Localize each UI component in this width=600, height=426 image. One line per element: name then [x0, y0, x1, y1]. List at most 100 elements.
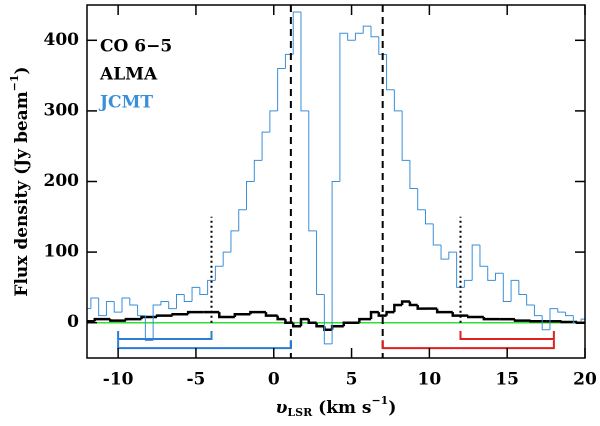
step-segment	[308, 110, 317, 232]
step-segment	[98, 297, 107, 317]
step-segment	[214, 265, 224, 281]
step-segment	[541, 315, 550, 331]
step-segment	[249, 310, 266, 315]
step-segment	[378, 36, 387, 55]
step-segment	[549, 308, 558, 330]
label-part: υ	[276, 398, 288, 418]
x-tick-label: 15	[495, 370, 519, 390]
step-segment	[323, 294, 333, 345]
step-segment	[424, 209, 434, 225]
step-segment	[233, 312, 251, 318]
step-segment	[93, 317, 111, 322]
x-tick-label: -5	[186, 370, 205, 390]
step-segment	[362, 25, 372, 34]
step-segment	[502, 273, 512, 303]
legend-title: CO 6−5	[100, 37, 172, 57]
step-segment	[400, 300, 410, 306]
step-segment	[113, 301, 123, 313]
step-segment	[479, 245, 488, 267]
label-part: )	[388, 398, 396, 418]
step-segment	[137, 305, 146, 317]
step-segment	[277, 68, 286, 111]
step-segment	[175, 293, 185, 309]
step-segment	[140, 315, 158, 320]
step-segment	[358, 317, 372, 323]
step-segment	[291, 322, 301, 328]
step-segment	[487, 266, 496, 281]
step-segment	[129, 297, 138, 306]
step-segment	[513, 319, 531, 322]
label-part: Flux density (Jy beam	[12, 91, 32, 296]
y-tick-label: 100	[44, 242, 80, 262]
step-segment	[152, 304, 161, 341]
step-segment	[440, 245, 449, 260]
step-segment	[207, 279, 216, 295]
step-segment	[456, 252, 465, 288]
step-segment	[109, 319, 126, 322]
step-segment	[253, 159, 263, 182]
step-segment	[533, 305, 543, 317]
step-segment	[401, 110, 410, 161]
step-segment	[330, 324, 344, 330]
step-segment	[284, 319, 294, 324]
bracket	[459, 330, 555, 340]
step-segment	[580, 318, 585, 323]
step-segment	[299, 317, 309, 327]
bracket	[381, 340, 555, 350]
x-axis-label: υLSR (km s−1)	[276, 394, 397, 419]
step-segment	[451, 312, 469, 317]
step-segment	[222, 251, 231, 267]
bracket	[117, 330, 213, 340]
step-segment	[526, 294, 535, 306]
y-axis-label: Flux density (Jy beam−1)	[8, 66, 32, 296]
step-segment	[186, 310, 204, 315]
step-segment	[144, 315, 154, 341]
step-segment	[560, 320, 578, 324]
label-part: −1	[371, 394, 388, 407]
step-segment	[495, 272, 504, 281]
step-segment	[261, 131, 270, 161]
step-segment	[160, 301, 169, 306]
legend-entry: ALMA	[99, 65, 158, 85]
step-segment	[448, 251, 457, 260]
step-segment	[199, 287, 208, 295]
step-segment	[121, 297, 130, 313]
x-tick-label: -10	[103, 370, 134, 390]
step-segment	[393, 89, 403, 112]
step-segment	[342, 321, 360, 327]
step-segment	[264, 312, 278, 317]
y-tick-label: 400	[44, 30, 80, 50]
step-segment	[183, 294, 193, 303]
step-segment	[417, 188, 426, 211]
label-part: LSR	[287, 406, 313, 419]
step-segment	[347, 33, 356, 41]
step-segment	[510, 279, 519, 302]
step-segment	[386, 54, 395, 91]
step-segment	[218, 312, 235, 319]
step-segment	[307, 319, 317, 324]
step-segment	[377, 312, 387, 317]
step-segment	[471, 244, 480, 281]
step-segment	[105, 301, 115, 316]
step-segment	[300, 12, 309, 112]
step-segment	[171, 312, 189, 316]
label-part: −1	[8, 74, 21, 91]
step-segment	[482, 317, 500, 321]
label-part: (km s	[312, 398, 371, 418]
step-segment	[529, 320, 547, 323]
step-segment	[354, 32, 364, 41]
x-tick-label: 5	[346, 370, 358, 390]
bracket	[117, 340, 292, 350]
x-tick-label: 0	[268, 370, 280, 390]
step-segment	[292, 11, 301, 55]
step-segment	[409, 160, 418, 190]
legend-entry: JCMT	[98, 93, 153, 113]
step-segment	[565, 312, 574, 317]
step-segment	[269, 110, 278, 133]
step-segment	[339, 32, 348, 182]
step-segment	[230, 230, 239, 253]
step-segment	[276, 315, 286, 321]
step-segment	[331, 181, 340, 344]
step-segment	[463, 279, 473, 288]
